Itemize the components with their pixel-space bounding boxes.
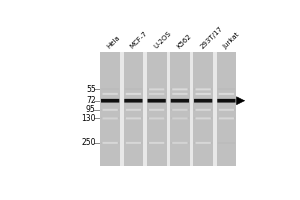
FancyBboxPatch shape [196,142,211,144]
FancyBboxPatch shape [126,93,141,95]
FancyBboxPatch shape [101,99,119,103]
FancyBboxPatch shape [149,93,164,95]
FancyBboxPatch shape [219,117,234,119]
FancyBboxPatch shape [126,117,141,119]
FancyBboxPatch shape [149,88,164,90]
FancyBboxPatch shape [196,117,211,119]
FancyBboxPatch shape [196,88,211,90]
FancyBboxPatch shape [172,88,188,90]
FancyBboxPatch shape [126,109,141,111]
Text: 130: 130 [81,114,96,123]
FancyBboxPatch shape [172,142,188,144]
Bar [217,52,236,166]
FancyBboxPatch shape [103,142,118,144]
FancyBboxPatch shape [217,99,236,103]
FancyBboxPatch shape [219,93,234,95]
FancyBboxPatch shape [219,109,234,111]
FancyBboxPatch shape [148,99,166,103]
FancyBboxPatch shape [149,109,164,111]
Text: 293T/17: 293T/17 [199,25,224,50]
Text: 72: 72 [86,96,96,105]
Bar [193,52,213,166]
Text: Hela: Hela [106,35,121,50]
FancyBboxPatch shape [103,109,118,111]
Bar [147,52,166,166]
FancyBboxPatch shape [196,93,211,95]
Text: MCF-7: MCF-7 [129,31,149,50]
Text: 55: 55 [86,85,96,94]
Bar [100,52,120,166]
FancyBboxPatch shape [124,99,142,103]
FancyBboxPatch shape [149,117,164,119]
Text: 250: 250 [81,138,96,147]
FancyBboxPatch shape [172,109,188,111]
Text: U-2OS: U-2OS [152,31,172,50]
FancyBboxPatch shape [103,93,118,95]
FancyBboxPatch shape [172,117,188,119]
Text: Jurkat: Jurkat [222,32,241,50]
FancyBboxPatch shape [194,99,212,103]
FancyBboxPatch shape [196,109,211,111]
FancyBboxPatch shape [172,93,188,95]
Bar [100,52,236,166]
Bar [124,52,143,166]
FancyBboxPatch shape [149,142,164,144]
Text: K562: K562 [176,33,193,50]
Bar [170,52,190,166]
Text: 95: 95 [86,105,96,114]
FancyBboxPatch shape [126,142,141,144]
FancyBboxPatch shape [103,117,118,119]
FancyBboxPatch shape [171,99,189,103]
